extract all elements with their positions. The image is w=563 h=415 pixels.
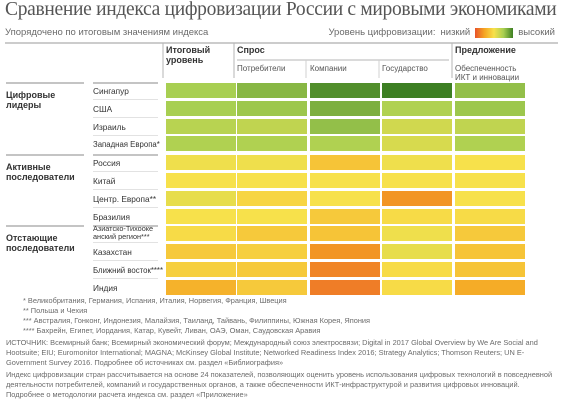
heatmap-cell xyxy=(237,136,307,151)
heatmap-cell xyxy=(166,262,236,277)
row-label: Израиль xyxy=(93,122,126,132)
heatmap-cell xyxy=(455,226,525,241)
column-group-header: Итоговый уровень xyxy=(166,45,210,65)
heatmap-cell xyxy=(310,280,380,295)
column-header: Обеспеченность ИКТ и инновации xyxy=(455,64,519,82)
row-label: США xyxy=(93,104,113,114)
row-label: Казахстан xyxy=(93,247,132,257)
column-header: Потребители xyxy=(237,64,285,73)
row-label: Ближний восток**** xyxy=(93,266,163,275)
heatmap-cell xyxy=(455,155,525,170)
heatmap-cell xyxy=(382,155,452,170)
heatmap-cell xyxy=(310,244,380,259)
chart-title: Сравнение индекса цифровизации России с … xyxy=(5,0,557,20)
heatmap-cell xyxy=(382,244,452,259)
heatmap-cell xyxy=(237,191,307,206)
heatmap-cell xyxy=(166,226,236,241)
footnote-2: ** Польша и Чехия xyxy=(23,306,88,315)
heatmap-cell xyxy=(237,119,307,134)
row-label: Сингапур xyxy=(93,86,129,96)
heatmap-cell xyxy=(382,280,452,295)
heatmap-cell xyxy=(382,101,452,116)
heatmap-cell xyxy=(237,280,307,295)
column-header: Компании xyxy=(310,64,347,73)
heatmap-cell xyxy=(166,136,236,151)
heatmap-cell xyxy=(310,262,380,277)
legend: Уровень цифровизации: низкий высокий xyxy=(328,27,555,38)
heatmap-cell xyxy=(310,101,380,116)
row-group-label: Отстающие последователи xyxy=(6,233,75,253)
heatmap-cell xyxy=(382,119,452,134)
heatmap-cell xyxy=(310,226,380,241)
row-label: Азиатско-Тихооке анский регион*** xyxy=(93,224,153,241)
legend-high-label: высокий xyxy=(518,27,555,38)
column-group-header: Предложение xyxy=(455,45,516,55)
heatmap-cell xyxy=(166,191,236,206)
row-label: Западная Европа* xyxy=(93,140,160,149)
row-label: Индия xyxy=(93,283,118,293)
heatmap-cell xyxy=(166,83,236,98)
row-label: Россия xyxy=(93,158,120,168)
legend-gradient-bar xyxy=(475,27,514,38)
notes-block: * Великобритания, Германия, Испания, Ита… xyxy=(6,296,558,400)
heatmap-chart: Итоговый уровень Спрос Предложение Потребите… xyxy=(5,42,558,295)
heatmap-cell xyxy=(166,119,236,134)
heatmap-cell xyxy=(237,244,307,259)
heatmap-cell xyxy=(382,191,452,206)
legend-label: Уровень цифровизации: xyxy=(328,27,436,38)
row-group-label: Цифровые лидеры xyxy=(6,90,55,110)
heatmap-cell xyxy=(455,280,525,295)
heatmap-cell xyxy=(455,101,525,116)
column-header: Государство xyxy=(382,64,428,73)
heatmap-cell xyxy=(382,262,452,277)
heatmap-cell xyxy=(166,209,236,224)
heatmap-cell xyxy=(310,119,380,134)
row-label: Китай xyxy=(93,176,116,186)
heatmap-cell xyxy=(455,173,525,188)
heatmap-cell xyxy=(237,262,307,277)
row-group-label: Активные последователи xyxy=(6,162,75,182)
heatmap-cell xyxy=(237,173,307,188)
chart-subtitle: Упорядочено по итоговым значениям индекс… xyxy=(5,27,209,38)
heatmap-cell xyxy=(237,155,307,170)
heatmap-cell xyxy=(166,173,236,188)
heatmap-cell xyxy=(237,209,307,224)
heatmap-cell xyxy=(237,83,307,98)
heatmap-cell xyxy=(455,119,525,134)
heatmap-cell xyxy=(455,191,525,206)
heatmap-cell xyxy=(455,244,525,259)
heatmap-cell xyxy=(310,83,380,98)
heatmap-cell xyxy=(310,136,380,151)
source-note: ИСТОЧНИК: Всемирный банк; Всемирный экон… xyxy=(6,338,538,367)
heatmap-cell xyxy=(310,191,380,206)
heatmap-cell xyxy=(382,226,452,241)
heatmap-cell xyxy=(455,83,525,98)
row-label: Центр. Европа** xyxy=(93,194,157,204)
heatmap-cell xyxy=(455,209,525,224)
footnote-1: * Великобритания, Германия, Испания, Ита… xyxy=(23,296,287,305)
heatmap-cell xyxy=(166,155,236,170)
heatmap-cell xyxy=(166,101,236,116)
footnote-3: *** Австралия, Гонконг, Индонезия, Малай… xyxy=(23,316,371,325)
heatmap-cell xyxy=(310,173,380,188)
heatmap-cell xyxy=(382,136,452,151)
heatmap-cell xyxy=(382,83,452,98)
heatmap-cell xyxy=(455,136,525,151)
heatmap-cell xyxy=(166,280,236,295)
footnote-4: **** Бахрейн, Египет, Иордания, Катар, К… xyxy=(23,326,321,335)
heatmap-cell xyxy=(166,244,236,259)
column-group-header: Спрос xyxy=(237,45,265,55)
heatmap-cell xyxy=(237,101,307,116)
heatmap-cell xyxy=(310,209,380,224)
heatmap-cell xyxy=(455,262,525,277)
heatmap-cell xyxy=(310,155,380,170)
legend-low-label: низкий xyxy=(440,27,471,38)
heatmap-cell xyxy=(382,209,452,224)
heatmap-cell xyxy=(237,226,307,241)
row-label: Бразилия xyxy=(93,212,130,222)
heatmap-cell xyxy=(382,173,452,188)
method-note: Индекс цифровизации стран рассчитывается… xyxy=(6,370,553,399)
